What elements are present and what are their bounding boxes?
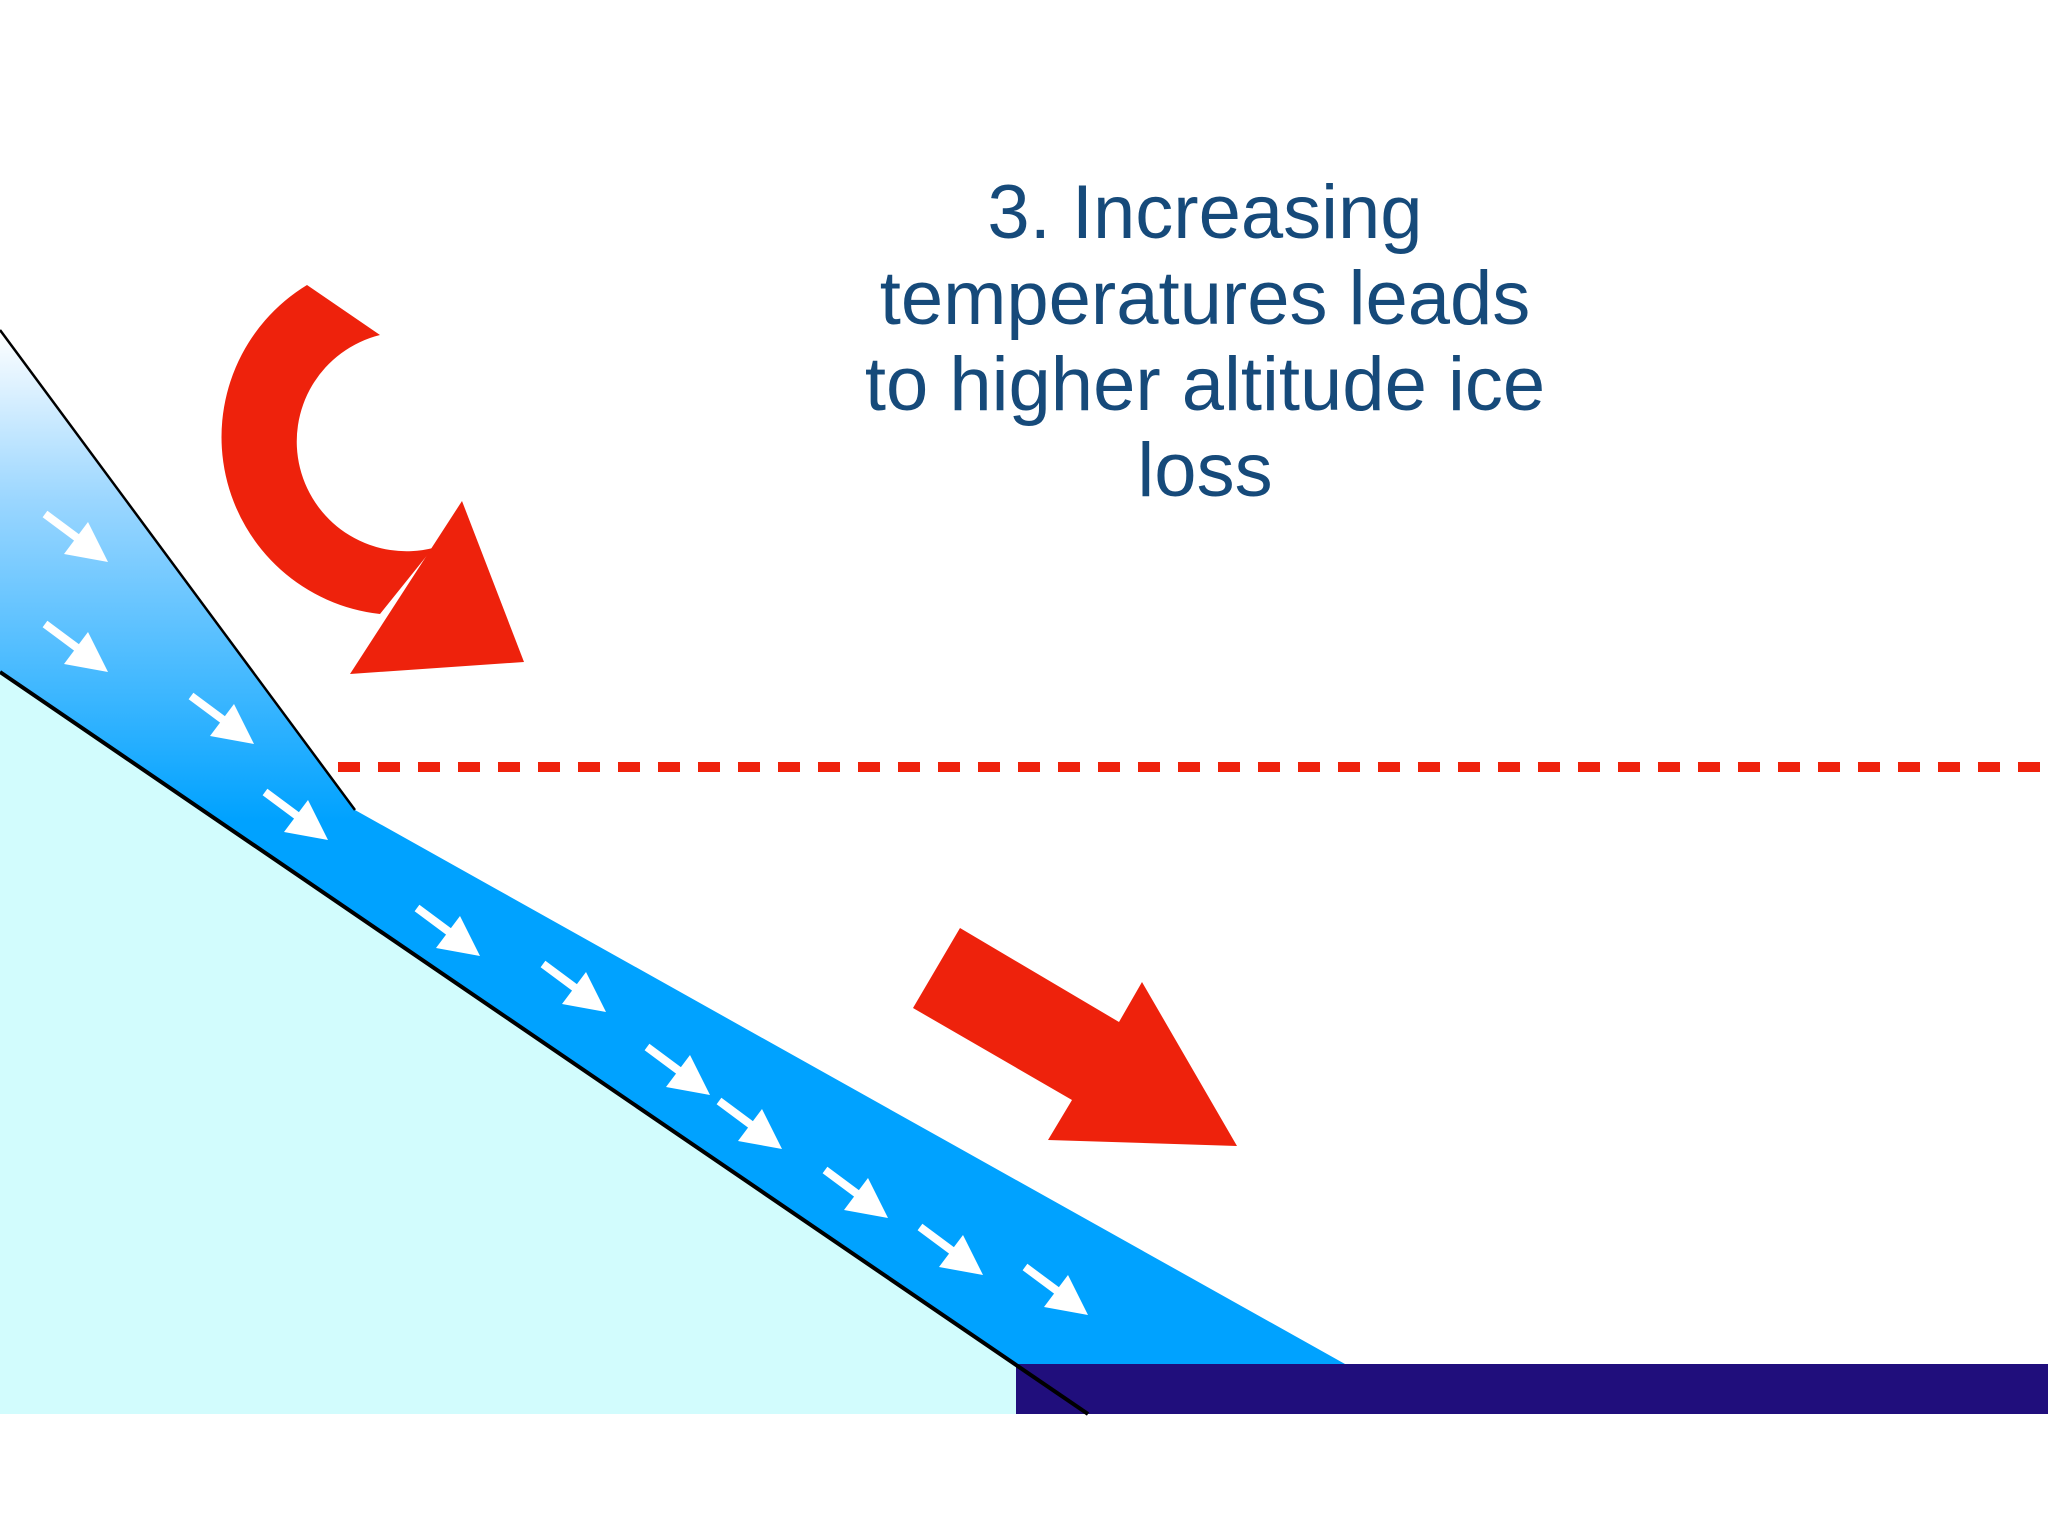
ice-flow-arrow-shaft — [540, 960, 581, 994]
ice-flow-arrow-shaft — [262, 788, 303, 822]
ice-flow-arrows — [42, 510, 1088, 1315]
ice-flow-arrow-head — [436, 916, 480, 956]
caption-line-3: to higher altitude ice — [864, 342, 1546, 427]
curved-heat-arrow-icon — [221, 285, 524, 674]
ice-flow-arrow-icon — [1022, 1263, 1088, 1315]
bedrock-line — [0, 670, 1090, 1416]
ice-flow-arrow-head — [64, 632, 108, 672]
ice-flow-arrow-icon — [42, 510, 108, 562]
caption: 3. Increasing temperatures leads to high… — [790, 170, 1620, 514]
ice-flow-arrow-icon — [414, 904, 480, 956]
ice-flow-arrow-shaft — [414, 904, 455, 938]
ice-flow-arrow-shaft — [917, 1223, 958, 1257]
ice-flow-arrow-shaft — [822, 1166, 863, 1200]
caption-line-4: loss — [1137, 428, 1273, 513]
ice-flow-arrow-icon — [716, 1097, 782, 1149]
glacier-surface-line — [0, 329, 357, 811]
ice-flow-arrow-icon — [262, 788, 328, 840]
ice-flow-arrow-shaft — [42, 510, 83, 544]
ice-flow-arrow-head — [284, 800, 328, 840]
ice-flow-arrow-icon — [822, 1166, 888, 1218]
ice-flow-arrow-icon — [540, 960, 606, 1012]
ice-flow-arrow-head — [844, 1178, 888, 1218]
straight-heat-arrow-icon — [913, 928, 1237, 1146]
ice-flow-arrow-head — [738, 1109, 782, 1149]
caption-line-1: 3. Increasing — [987, 170, 1423, 255]
ice-flow-arrow-head — [1044, 1275, 1088, 1315]
ice-flow-arrow-shaft — [1022, 1263, 1063, 1297]
ice-flow-arrow-shaft — [716, 1097, 757, 1131]
ice-flow-arrow-icon — [188, 692, 254, 744]
ice-flow-arrow-head — [666, 1055, 710, 1095]
glacier-ice — [0, 330, 1345, 1364]
ice-flow-arrow-shaft — [42, 620, 83, 654]
ice-flow-arrow-head — [939, 1235, 983, 1275]
ice-flow-arrow-icon — [42, 620, 108, 672]
ice-flow-arrow-shaft — [188, 692, 229, 726]
ice-flow-arrow-icon — [917, 1223, 983, 1275]
ice-flow-arrow-head — [562, 972, 606, 1012]
caption-line-2: temperatures leads — [879, 256, 1531, 341]
ice-flow-arrow-shaft — [644, 1043, 685, 1077]
ice-flow-arrow-icon — [644, 1043, 710, 1095]
lake — [1016, 1364, 2048, 1414]
ice-flow-arrow-head — [64, 522, 108, 562]
ice-flow-arrow-head — [210, 704, 254, 744]
